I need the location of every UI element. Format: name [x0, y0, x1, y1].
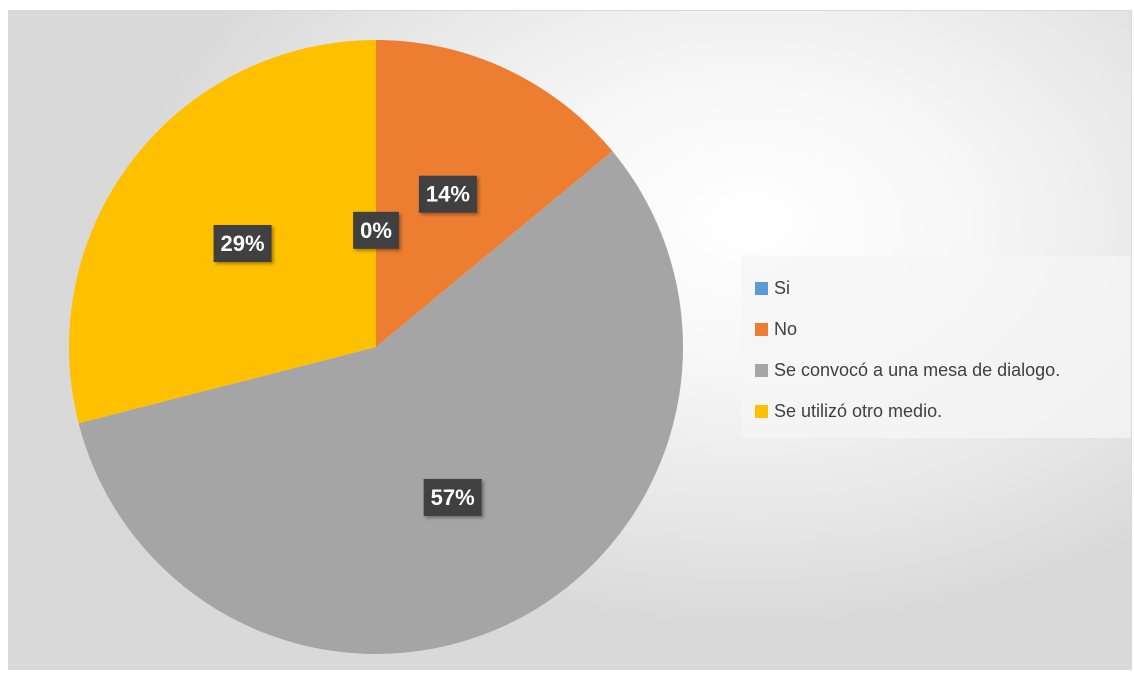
- legend-label-otro-medio: Se utilizó otro medio.: [774, 401, 943, 421]
- legend-item-mesa-dialogo: Se convocó a una mesa de dialogo.: [741, 350, 1131, 391]
- pie-slice-mesa-dialogo: [78, 151, 684, 655]
- data-label-box-si: [353, 211, 399, 249]
- data-label-text-otro-medio: 29%: [221, 231, 265, 256]
- legend-item-no: No: [741, 309, 1131, 350]
- data-label-text-mesa-dialogo: 57%: [431, 485, 475, 510]
- legend-item-si: Si: [741, 268, 1131, 309]
- data-label-box-no: [418, 175, 477, 213]
- legend-swatch-mesa-dialogo: [755, 364, 768, 377]
- data-label-text-si: 0%: [360, 218, 392, 243]
- data-label-si: 0%: [353, 211, 399, 249]
- data-label-mesa-dialogo: 57%: [423, 478, 482, 516]
- pie-slice-no: [376, 40, 613, 347]
- pie-chart: 0% 14% 57% 29%: [68, 40, 684, 655]
- legend-label-si: Si: [774, 278, 791, 298]
- legend: Si No Se convocó a una mesa de dialogo. …: [741, 256, 1131, 438]
- data-label-box-otro-medio: [213, 225, 272, 263]
- data-label-otro-medio: 29%: [213, 225, 272, 263]
- legend-label-no: No: [774, 319, 798, 339]
- legend-item-otro-medio: Se utilizó otro medio.: [741, 391, 1131, 432]
- legend-swatch-no: [755, 323, 768, 336]
- legend-swatch-si: [755, 282, 768, 295]
- chart-area: 0% 14% 57% 29% Si No Se convocó a una mesa …: [8, 10, 1132, 670]
- data-label-box-mesa-dialogo: [423, 478, 482, 516]
- data-label-no: 14%: [418, 175, 477, 213]
- legend-swatch-otro-medio: [755, 405, 768, 418]
- legend-label-mesa-dialogo: Se convocó a una mesa de dialogo.: [774, 360, 1061, 380]
- data-label-text-no: 14%: [426, 182, 470, 207]
